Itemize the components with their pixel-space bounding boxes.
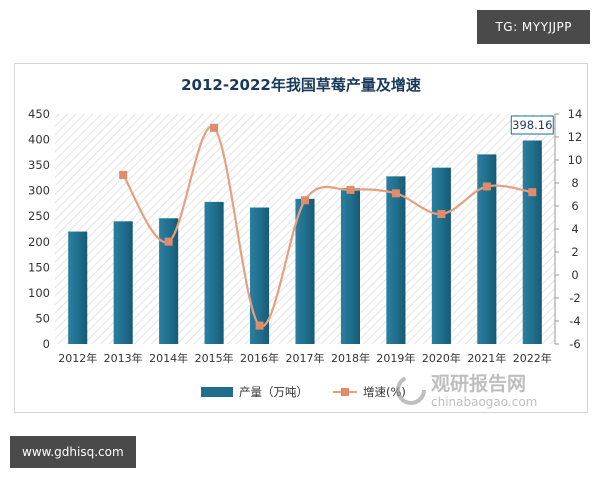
- legend-bar-swatch: [201, 387, 233, 397]
- watermark-domain: chinabaogao.com: [431, 395, 537, 409]
- bar-production: [386, 176, 406, 344]
- x-axis-tick-label: 2021年: [467, 351, 506, 365]
- right-axis-tick-label: 4: [571, 222, 578, 236]
- watermark: 观研报告网 chinabaogao.com: [396, 372, 537, 409]
- left-axis-tick-label: 150: [28, 260, 50, 274]
- watermark-name: 观研报告网: [431, 372, 526, 395]
- bar-production: [204, 201, 224, 344]
- growth-rate-point: [119, 170, 128, 179]
- right-axis-tick-label: 8: [571, 176, 578, 190]
- left-axis-tick-label: 400: [28, 133, 50, 147]
- x-axis-tick-label: 2015年: [195, 351, 234, 365]
- chart-title: 2012-2022年我国草莓产量及增速: [181, 76, 421, 94]
- bar-production: [295, 198, 315, 344]
- left-axis-tick-label: 0: [43, 337, 50, 351]
- right-axis-tick-label: 10: [568, 153, 583, 167]
- x-axis-tick-label: 2012年: [58, 351, 97, 365]
- x-axis-tick-label: 2017年: [286, 351, 325, 365]
- bar-production: [431, 167, 451, 344]
- growth-rate-point: [164, 237, 173, 246]
- legend: 产量（万吨） 增速(%): [201, 385, 406, 399]
- growth-rate-point: [210, 123, 219, 132]
- bar-production: [159, 218, 179, 344]
- bar-production: [250, 207, 270, 344]
- legend-line-marker: [341, 388, 349, 396]
- right-axis-tick-label: 2: [571, 245, 578, 259]
- growth-rate-point: [482, 182, 491, 191]
- right-axis-tick-label: 0: [571, 268, 578, 282]
- left-axis-tick-label: 200: [28, 235, 50, 249]
- left-axis-tick-label: 300: [28, 184, 50, 198]
- growth-rate-line: [122, 125, 533, 328]
- left-axis-tick-label: 50: [35, 311, 50, 325]
- growth-rate-point: [391, 189, 400, 198]
- growth-rate-point: [301, 196, 309, 205]
- left-axis-tick-label: 100: [28, 286, 50, 300]
- bar-production: [113, 221, 133, 344]
- right-axis-tick-label: -2: [569, 291, 580, 305]
- growth-rate-point: [528, 188, 537, 197]
- legend-bar-label: 产量（万吨）: [239, 385, 308, 399]
- x-axis-tick-label: 2019年: [376, 351, 415, 365]
- right-axis-tick-label: 12: [568, 130, 583, 144]
- x-axis-tick-label: 2016年: [240, 351, 279, 365]
- x-axis-tick-label: 2022年: [513, 351, 552, 365]
- growth-rate-point: [255, 321, 264, 330]
- telegram-tag: TG: MYYJJPP: [477, 10, 590, 44]
- legend-line-label: 增速(%): [363, 385, 406, 399]
- right-axis-tick-label: -4: [569, 314, 580, 328]
- growth-rate-point: [346, 185, 355, 194]
- bar-production: [477, 154, 497, 344]
- value-annotation: 398.16: [510, 115, 554, 135]
- right-axis-tick-label: -6: [569, 337, 580, 351]
- bar-production: [340, 188, 360, 344]
- right-axis-tick-label: 6: [571, 199, 578, 213]
- left-axis-tick-label: 250: [28, 209, 50, 223]
- bar-production: [68, 231, 88, 344]
- value-annotation-text: 398.16: [512, 118, 552, 132]
- chart-svg: 2012-2022年我国草莓产量及增速 05010015020025030035…: [28, 76, 583, 409]
- site-url-badge: www.gdhisq.com: [10, 436, 136, 468]
- x-axis-tick-label: 2013年: [104, 351, 143, 365]
- right-axis-tick-label: 14: [568, 107, 583, 121]
- x-axis-tick-label: 2014年: [149, 351, 188, 365]
- growth-rate-point: [437, 210, 446, 219]
- chart-card: 2012-2022年我国草莓产量及增速 0 50 100 150 200 250 300 35…: [14, 63, 588, 413]
- watermark-logo-icon: [396, 375, 426, 405]
- left-axis-tick-label: 350: [28, 158, 50, 172]
- bar-production: [522, 140, 542, 344]
- left-axis-tick-label: 450: [28, 107, 50, 121]
- x-axis-tick-label: 2020年: [422, 351, 461, 365]
- x-axis-tick-label: 2018年: [331, 351, 370, 365]
